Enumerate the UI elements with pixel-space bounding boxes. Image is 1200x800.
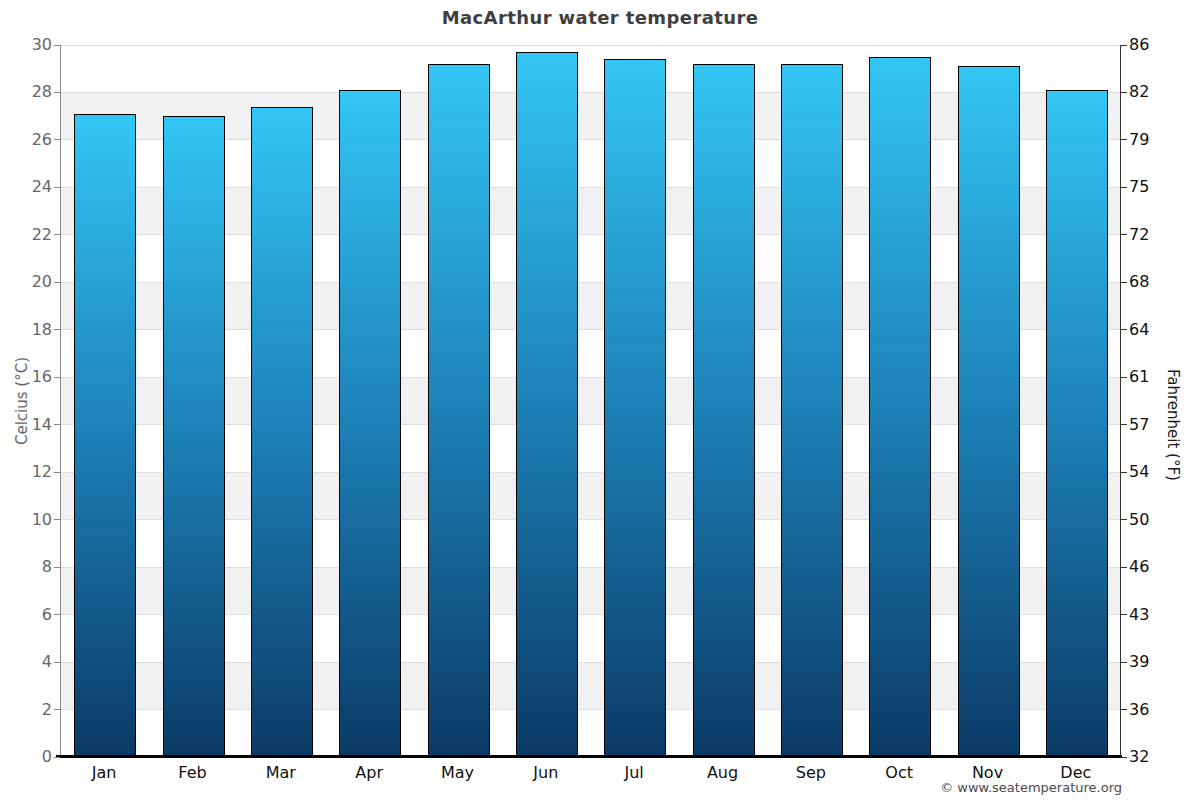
y-tick-label-celsius: 8 — [12, 559, 52, 575]
right-axis-tick — [1121, 329, 1127, 330]
y-tick-label-fahrenheit: 75 — [1129, 179, 1177, 195]
y-tick-label-celsius: 26 — [12, 132, 52, 148]
left-axis-tick — [54, 757, 60, 758]
bar-nov — [958, 66, 1020, 757]
bar-aug — [693, 64, 755, 757]
x-tick-label-apr: Apr — [325, 763, 413, 782]
x-tick-label-jul: Jul — [590, 763, 678, 782]
right-axis-tick — [1121, 567, 1127, 568]
y-tick-label-fahrenheit: 79 — [1129, 132, 1177, 148]
bar-jan — [74, 114, 136, 757]
y-tick-label-celsius: 12 — [12, 464, 52, 480]
x-tick-label-may: May — [414, 763, 502, 782]
y-tick-label-celsius: 20 — [12, 274, 52, 290]
left-axis-tick — [54, 614, 60, 615]
bar-sep — [781, 64, 843, 757]
right-axis-tick — [1121, 187, 1127, 188]
right-axis-tick — [1121, 282, 1127, 283]
left-axis-tick — [54, 424, 60, 425]
y-tick-label-fahrenheit: 39 — [1129, 654, 1177, 670]
y-tick-label-fahrenheit: 36 — [1129, 702, 1177, 718]
y-tick-label-celsius: 6 — [12, 607, 52, 623]
y-tick-label-fahrenheit: 72 — [1129, 227, 1177, 243]
right-axis-tick — [1121, 757, 1127, 758]
x-tick-label-dec: Dec — [1032, 763, 1120, 782]
gridline-30c — [61, 45, 1120, 46]
y-tick-label-celsius: 4 — [12, 654, 52, 670]
y-tick-label-celsius: 22 — [12, 227, 52, 243]
y-tick-label-fahrenheit: 64 — [1129, 322, 1177, 338]
right-axis-tick — [1121, 377, 1127, 378]
y-tick-label-fahrenheit: 82 — [1129, 84, 1177, 100]
plot-area — [60, 45, 1120, 757]
left-axis-tick — [54, 377, 60, 378]
right-axis-tick — [1121, 519, 1127, 520]
y-tick-label-fahrenheit: 86 — [1129, 37, 1177, 53]
bar-may — [428, 64, 490, 757]
x-tick-label-sep: Sep — [767, 763, 855, 782]
y-axis-label-celsius: Celcius (°C) — [13, 357, 31, 445]
y-tick-label-fahrenheit: 32 — [1129, 749, 1177, 765]
x-tick-label-feb: Feb — [149, 763, 237, 782]
y-tick-label-fahrenheit: 43 — [1129, 607, 1177, 623]
y-tick-label-celsius: 2 — [12, 702, 52, 718]
right-axis-tick — [1121, 709, 1127, 710]
bar-jun — [516, 52, 578, 757]
left-axis-tick — [54, 472, 60, 473]
x-tick-label-jan: Jan — [60, 763, 148, 782]
y-tick-label-fahrenheit: 46 — [1129, 559, 1177, 575]
left-axis-tick — [54, 234, 60, 235]
x-axis-line — [56, 755, 1122, 758]
y-tick-label-celsius: 24 — [12, 179, 52, 195]
right-axis-line — [1120, 45, 1121, 757]
left-axis-tick — [54, 45, 60, 46]
left-axis-tick — [54, 187, 60, 188]
x-tick-label-jun: Jun — [502, 763, 590, 782]
y-tick-label-celsius: 0 — [12, 749, 52, 765]
right-axis-tick — [1121, 139, 1127, 140]
bar-apr — [339, 90, 401, 757]
left-axis-tick — [54, 662, 60, 663]
y-tick-label-celsius: 30 — [12, 37, 52, 53]
x-tick-label-nov: Nov — [944, 763, 1032, 782]
right-axis-tick — [1121, 92, 1127, 93]
right-axis-tick — [1121, 472, 1127, 473]
left-axis-tick — [54, 282, 60, 283]
bar-feb — [163, 116, 225, 757]
y-tick-label-fahrenheit: 68 — [1129, 274, 1177, 290]
left-axis-tick — [54, 519, 60, 520]
left-axis-tick — [54, 567, 60, 568]
left-axis-tick — [54, 92, 60, 93]
y-tick-label-celsius: 10 — [12, 512, 52, 528]
bar-dec — [1046, 90, 1108, 757]
x-tick-label-aug: Aug — [679, 763, 767, 782]
right-axis-tick — [1121, 614, 1127, 615]
left-axis-tick — [54, 329, 60, 330]
right-axis-tick — [1121, 424, 1127, 425]
left-axis-tick — [54, 139, 60, 140]
y-tick-label-celsius: 28 — [12, 84, 52, 100]
right-axis-tick — [1121, 662, 1127, 663]
right-axis-tick — [1121, 234, 1127, 235]
right-axis-tick — [1121, 45, 1127, 46]
water-temperature-chart: MacArthur water temperature 032236439643… — [0, 0, 1200, 800]
bar-oct — [869, 57, 931, 757]
attribution-link[interactable]: © www.seatemperature.org — [0, 780, 1122, 795]
y-axis-label-fahrenheit: Fahrenheit (°F) — [1164, 369, 1182, 481]
bar-jul — [604, 59, 666, 757]
y-tick-label-fahrenheit: 50 — [1129, 512, 1177, 528]
x-tick-label-mar: Mar — [237, 763, 325, 782]
bar-mar — [251, 107, 313, 757]
x-tick-label-oct: Oct — [855, 763, 943, 782]
left-axis-tick — [54, 709, 60, 710]
chart-title: MacArthur water temperature — [0, 7, 1200, 28]
y-tick-label-celsius: 18 — [12, 322, 52, 338]
